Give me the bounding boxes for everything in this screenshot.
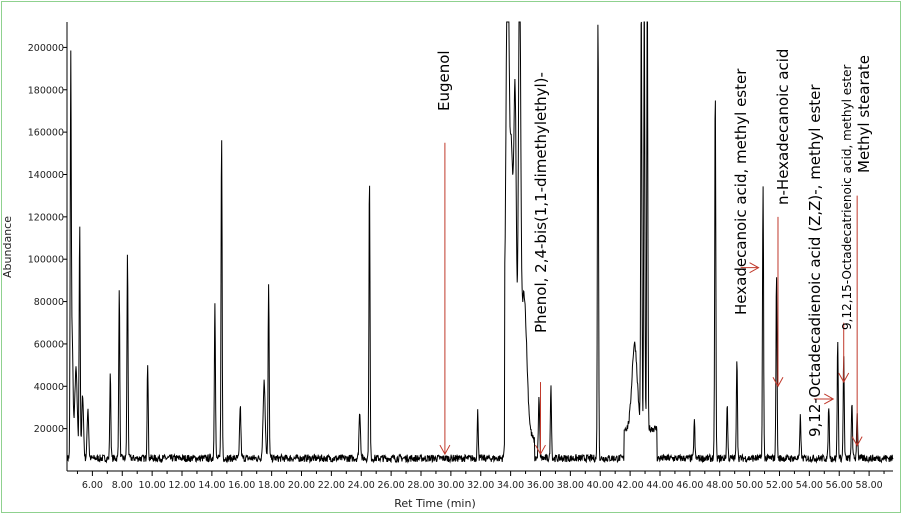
x-tick-label: 52.00 [766,480,793,491]
x-tick-label: 8.00 [112,480,133,491]
x-tick-label: 50.00 [736,480,763,491]
x-tick-label: 20.00 [288,480,315,491]
x-tick-label: 46.00 [676,480,703,491]
x-tick-label: 58.00 [855,480,882,491]
x-tick-label: 44.00 [646,480,673,491]
x-tick-label: 34.00 [497,480,524,491]
y-tick-label: 180000 [28,85,64,96]
x-tick-label: 48.00 [706,480,733,491]
x-tick-label: 54.00 [796,480,823,491]
x-tick-label: 10.00 [139,480,166,491]
x-tick-label: 22.00 [318,480,345,491]
hexadecanoic-methyl-ester-label: Hexadecanoic acid, methyl ester [732,68,750,315]
x-tick-label: 38.00 [557,480,584,491]
x-tick-label: 42.00 [617,480,644,491]
eugenol-arrowhead [439,444,451,456]
y-tick-label: 140000 [28,170,64,181]
y-tick-label: 200000 [28,43,64,54]
x-tick-label: 36.00 [527,480,554,491]
n-hexadecanoic-arrowhead [772,377,784,388]
x-tick-label: 16.00 [228,480,255,491]
x-tick-label: 56.00 [826,480,853,491]
x-tick-label: 30.00 [437,480,464,491]
y-tick-label: 60000 [34,339,64,350]
x-tick-label: 12.00 [168,480,195,491]
peak-annotations: Eugenol Phenol, 2,4-bis(1,1-dimethylethyl… [435,49,873,456]
methyl-stearate-label: Methyl stearate [855,55,873,173]
x-tick-label: 32.00 [467,480,494,491]
x-tick-label: 24.00 [348,480,375,491]
x-tick-label: 26.00 [378,480,405,491]
x-tick-label: 14.00 [198,480,225,491]
x-tick-label: 28.00 [407,480,434,491]
octadecatrienoic-label: 9,12,15-Octadecatrienoic acid, methyl es… [840,65,854,330]
n-hexadecanoic-label: n-Hexadecanoic acid [774,49,792,205]
y-tick-label: 120000 [28,212,64,223]
x-tick-label: 6.00 [82,480,103,491]
x-axis-title: Ret Time (min) [394,497,475,510]
x-tick-label: 18.00 [258,480,285,491]
octadecadienoic-arrowhead [824,393,835,405]
y-tick-label: 20000 [34,424,64,435]
octadecadienoic-label: 9,12-Octadecadienoic acid (Z,Z)-, methyl… [806,84,824,437]
y-tick-label: 100000 [28,255,64,266]
phenol-label: Phenol, 2,4-bis(1,1-dimethylethyl)- [532,72,550,333]
x-tick-label: 40.00 [587,480,614,491]
phenol-arrowhead [535,444,546,456]
eugenol-label: Eugenol [435,50,453,111]
axes: 20000 40000 60000 80000 100000 120000 140000 16… [28,22,893,491]
y-tick-label: 40000 [34,382,64,393]
methyl-stearate-arrowhead [851,436,863,447]
hexadecanoic-methyl-ester-arrowhead [749,262,760,274]
octadecatrienoic-arrowhead [838,372,850,384]
y-axis-title: Abundance [1,216,14,278]
chromatogram-trace [66,21,894,464]
y-tick-label: 80000 [34,297,64,308]
y-tick-label: 160000 [28,128,64,139]
